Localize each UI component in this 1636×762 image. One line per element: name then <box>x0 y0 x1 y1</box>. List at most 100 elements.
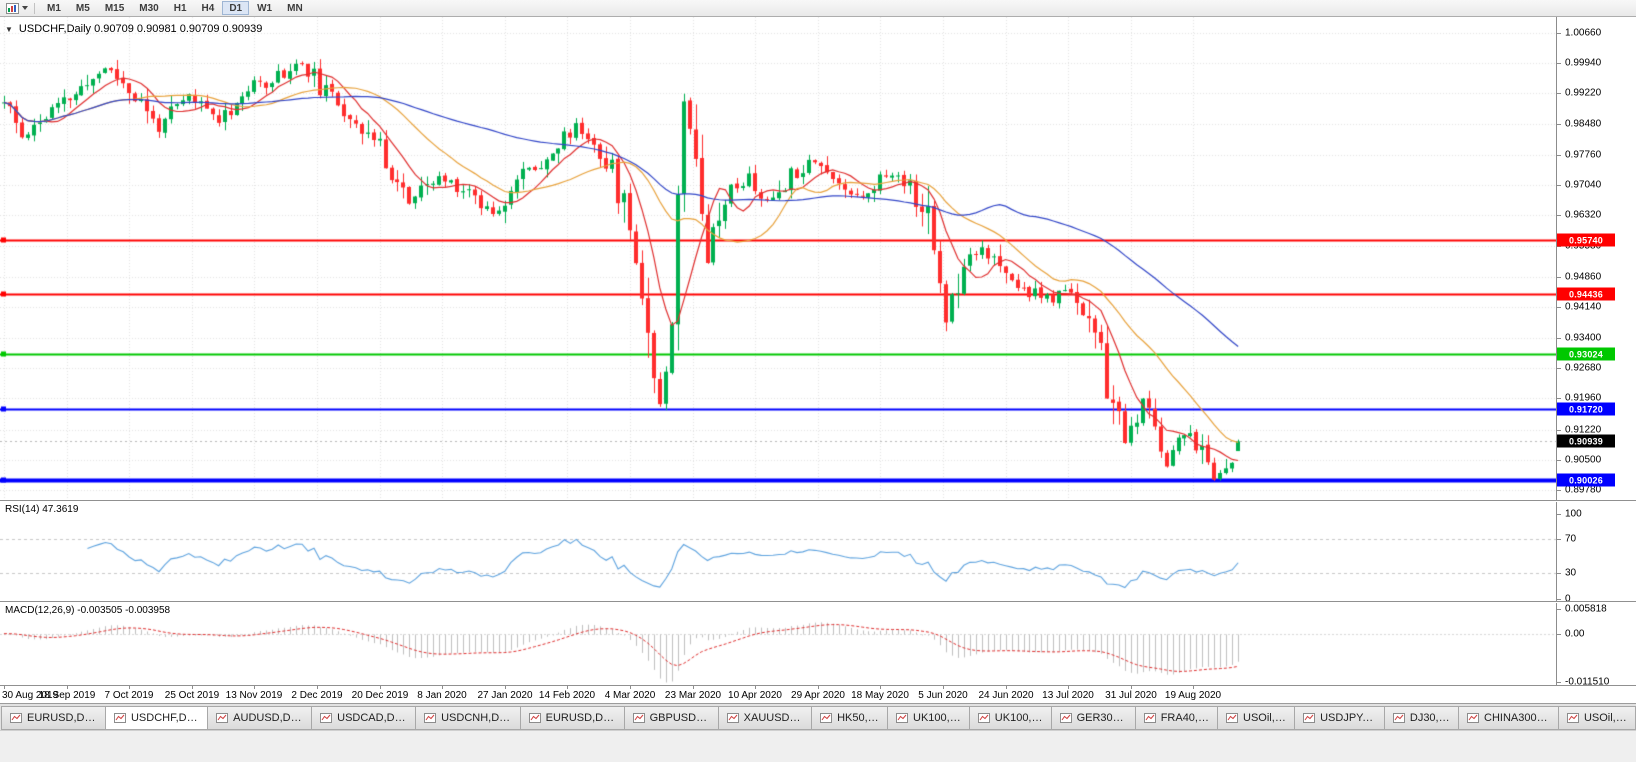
price-line-badge: 0.90026 <box>1557 473 1615 487</box>
macd-canvas[interactable] <box>0 603 1556 686</box>
axis-tick-mark <box>1557 215 1561 216</box>
time-tick-mark <box>317 686 318 689</box>
timeframe-button-m30[interactable]: M30 <box>139 3 159 14</box>
chart-title: ▼ USDCHF,Daily 0.90709 0.90981 0.90709 0… <box>5 23 262 35</box>
time-tick-mark <box>380 686 381 689</box>
time-tick-mark <box>192 686 193 689</box>
rsi-panel[interactable]: RSI(14) 47.3619 100 70 30 0 <box>0 500 1636 605</box>
axis-tick-mark <box>1557 93 1561 94</box>
timeframe-button-m5[interactable]: M5 <box>75 3 90 14</box>
mini-chart-icon <box>1392 713 1405 723</box>
mini-chart-icon <box>424 713 437 723</box>
chart-tab-usdcad-daily[interactable]: USDCAD,Daily <box>311 706 417 730</box>
chart-tab-label: USDCHF,Daily <box>130 712 200 724</box>
axis-tick-label: 0.00 <box>1565 628 1585 640</box>
chart-tab-ger30-h1[interactable]: GER30,H1 <box>1050 706 1136 730</box>
rsi-label: RSI(14) 47.3619 <box>5 504 79 515</box>
price-line-badge: 0.94436 <box>1557 287 1615 301</box>
timeframe-button-mn[interactable]: MN <box>287 3 303 14</box>
axis-tick-mark <box>1557 682 1561 683</box>
status-bar <box>0 730 1636 762</box>
chart-tab-dj30-h1[interactable]: DJ30,H1 <box>1383 706 1460 730</box>
chart-tab-china300-h1[interactable]: CHINA300,H1 <box>1458 706 1559 730</box>
rsi-axis[interactable]: 100 70 30 0 <box>1556 502 1636 605</box>
mini-chart-icon <box>1143 713 1156 723</box>
chart-tab-eurusd-daily[interactable]: EURUSD,Daily <box>1 706 106 730</box>
mini-chart-icon <box>528 713 541 723</box>
price-axis[interactable]: 1.00660 0.99940 0.99220 0.98480 0.97760 0.970… <box>1556 17 1636 500</box>
time-tick-mark <box>693 686 694 689</box>
mini-chart-icon <box>632 713 645 723</box>
mini-chart-icon <box>1059 713 1072 723</box>
timeframes-toolbar: M1 M5 M15 M30 H1 H4 D1 W1 MN <box>0 0 1636 17</box>
axis-tick-label: 0.97760 <box>1565 149 1602 161</box>
axis-tick-mark <box>1557 634 1561 635</box>
axis-tick-label: 0.99940 <box>1565 57 1602 69</box>
chart-tab-usdcnh-daily[interactable]: USDCNH,Daily <box>415 706 521 730</box>
chart-tab-uk100-h1[interactable]: UK100,H1 <box>887 706 970 730</box>
timeframe-button-h1[interactable]: H1 <box>173 3 187 14</box>
time-tick-label: 5 Jun 2020 <box>918 690 968 701</box>
main-chart-canvas[interactable] <box>0 17 1556 500</box>
rsi-canvas[interactable] <box>0 502 1556 602</box>
mini-chart-icon <box>1566 713 1579 723</box>
chart-tab-audusd-daily[interactable]: AUDUSD,Daily <box>207 706 313 730</box>
time-tick-label: 18 Sep 2019 <box>38 690 96 701</box>
timeframe-button-group: M1 M5 M15 M30 H1 H4 D1 W1 MN <box>40 1 310 15</box>
chart-tab-usdchf-daily[interactable]: USDCHF,Daily <box>104 706 209 730</box>
chart-menu-button[interactable] <box>2 1 32 16</box>
time-tick-mark <box>818 686 819 689</box>
time-tick-label: 23 Mar 2020 <box>664 690 722 701</box>
chart-tab-gbpusd-h4[interactable]: GBPUSD,H4 <box>623 706 719 730</box>
macd-axis[interactable]: 0.005818 0.00 -0.011510 <box>1556 603 1636 688</box>
main-chart-panel[interactable]: ▼ USDCHF,Daily 0.90709 0.90981 0.90709 0… <box>0 17 1636 500</box>
mini-chart-icon <box>1467 713 1480 723</box>
time-axis[interactable]: 30 Aug 2019 18 Sep 2019 7 Oct 2019 25 Oct 2… <box>0 685 1636 703</box>
collapse-subwindow-icon[interactable]: ▼ <box>5 24 13 34</box>
axis-tick-mark <box>1557 246 1561 247</box>
toolbar-separator <box>34 2 35 14</box>
timeframe-button-m15[interactable]: M15 <box>104 3 125 14</box>
axis-tick-label: 0.92680 <box>1565 362 1602 374</box>
time-tick-mark <box>505 686 506 689</box>
chart-tab-label: FRA40,H1 <box>1160 712 1210 724</box>
axis-tick-mark <box>1557 599 1561 600</box>
chart-tab-fra40-h1[interactable]: FRA40,H1 <box>1134 706 1219 730</box>
chart-tab-eurusd-daily[interactable]: EURUSD,Daily <box>519 706 625 730</box>
timeframe-button-h4[interactable]: H4 <box>201 3 215 14</box>
chart-tab-label: UK100,H1 <box>913 712 961 724</box>
chart-tab-label: USDCAD,Daily <box>337 712 408 724</box>
axis-tick-label: 0 <box>1565 593 1571 605</box>
axis-tick-label: 0.90500 <box>1565 454 1602 466</box>
chart-tab-hk50-h1[interactable]: HK50,H1 <box>811 706 889 730</box>
time-tick-label: 19 Aug 2020 <box>1164 690 1222 701</box>
timeframe-button-w1[interactable]: W1 <box>257 3 273 14</box>
time-tick-mark <box>1068 686 1069 689</box>
macd-label: MACD(12,26,9) -0.003505 -0.003958 <box>5 605 171 616</box>
chart-tab-uk100-h1[interactable]: UK100,H1 <box>968 706 1052 730</box>
chart-tab-xauusd-h1[interactable]: XAUUSD,H1 <box>717 706 813 730</box>
chart-tab-label: GBPUSD,H4 <box>649 712 710 724</box>
chart-tab-usoil-h4[interactable]: USOil,H4 <box>1217 706 1296 730</box>
macd-panel[interactable]: MACD(12,26,9) -0.003505 -0.003958 0.0058… <box>0 601 1636 688</box>
timeframe-button-m1[interactable]: M1 <box>47 3 61 14</box>
timeframe-button-d1[interactable]: D1 <box>222 1 250 15</box>
chart-tab-label: CHINA300,H1 <box>1484 712 1550 724</box>
axis-tick-mark <box>1557 430 1561 431</box>
axis-tick-label: 1.00660 <box>1565 27 1602 39</box>
time-tick-mark <box>755 686 756 689</box>
axis-tick-label: -0.011510 <box>1565 676 1610 688</box>
chart-tab-label: GER30,H1 <box>1076 712 1127 724</box>
axis-tick-label: 0.89780 <box>1565 484 1602 496</box>
time-tick-label: 7 Oct 2019 <box>104 690 154 701</box>
axis-tick-mark <box>1557 609 1561 610</box>
chart-ohlc-readout: USDCHF,Daily 0.90709 0.90981 0.90709 0.9… <box>18 23 263 35</box>
time-tick-label: 30 Aug 2019 <box>2 690 59 701</box>
axis-tick-label: 0.94140 <box>1565 301 1602 313</box>
chart-tab-usoil-h1[interactable]: USOil,H1 <box>1557 706 1636 730</box>
time-tick-mark <box>442 686 443 689</box>
chart-tab-usdjpy-h1[interactable]: USDJPY,H1 <box>1294 706 1385 730</box>
axis-tick-mark <box>1557 33 1561 34</box>
mini-chart-icon <box>977 713 990 723</box>
